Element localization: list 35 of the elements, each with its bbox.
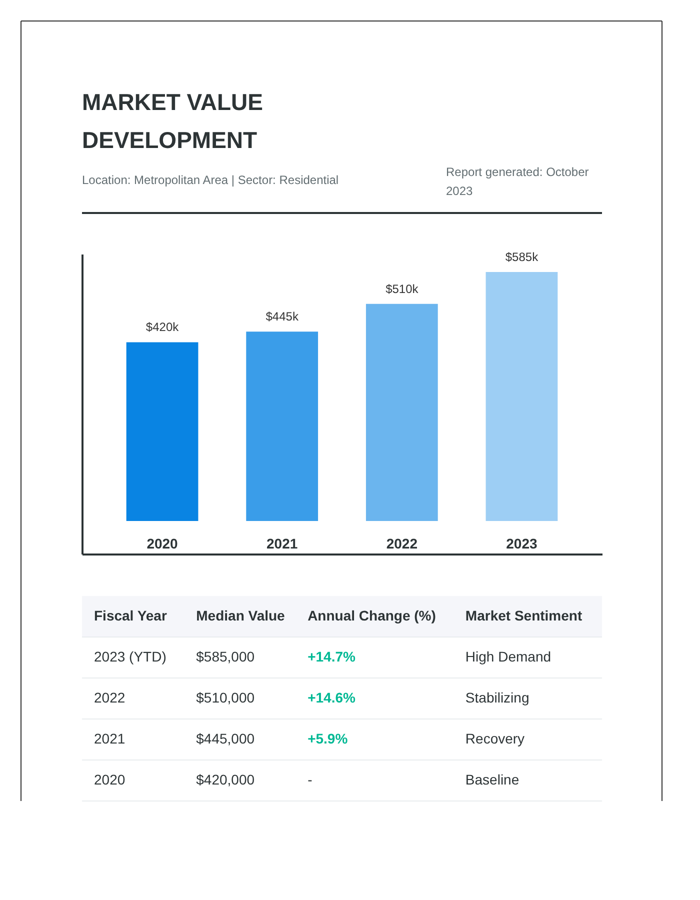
x-tick-label: 2021 (266, 536, 298, 552)
text: 2023 (YTD) (94, 648, 166, 664)
text: 2020 (94, 772, 126, 788)
category-label: Fiscal Year (94, 608, 168, 624)
text: 2022 (94, 690, 126, 706)
text: Recovery (465, 730, 525, 746)
bar (486, 272, 558, 521)
text: 2021 (94, 730, 126, 746)
text: $585,000 (196, 648, 255, 664)
bar (366, 304, 438, 521)
category-label: Market Sentiment (465, 608, 582, 624)
text: $510,000 (196, 690, 255, 706)
text: Baseline (465, 772, 520, 788)
text: +14.6% (308, 690, 356, 706)
data-label: $445k (266, 310, 300, 324)
text: Report generated: October 2023 (446, 165, 589, 198)
bar (126, 342, 198, 521)
data-label: $585k (505, 250, 540, 264)
x-tick-label: 2020 (146, 536, 178, 552)
chart-subtitle: Location: Metropolitan Area | Sector: Residential (82, 173, 339, 187)
text: +5.9% (308, 730, 348, 746)
x-tick-label: 2022 (386, 536, 418, 552)
chart-title: MARKET VALUE DEVELOPMENT (82, 89, 264, 153)
text: +14.7% (308, 648, 356, 664)
text: Stabilizing (465, 690, 530, 706)
text: - (308, 772, 313, 788)
bar (246, 332, 318, 521)
category-label: Median Value (196, 608, 286, 624)
text: High Demand (465, 648, 552, 664)
text: $420,000 (196, 772, 255, 788)
category-label: Annual Change (%) (308, 608, 436, 624)
data-label: $510k (386, 282, 420, 296)
x-tick-label: 2023 (506, 536, 538, 552)
text: $445,000 (196, 730, 255, 746)
data-label: $420k (146, 320, 180, 334)
